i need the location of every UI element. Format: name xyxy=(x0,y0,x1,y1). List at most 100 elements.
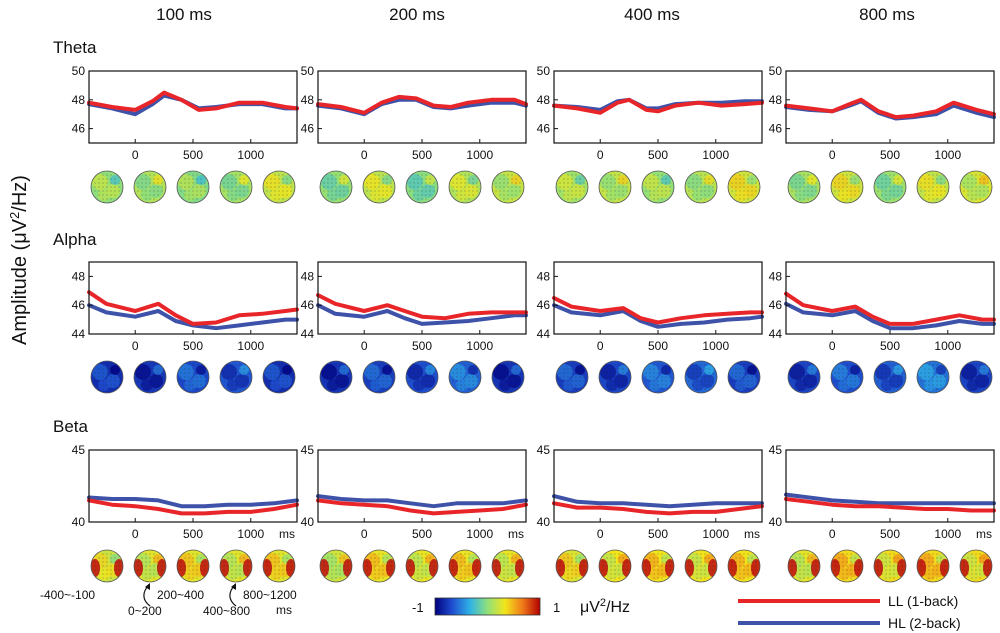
topomap-electrode xyxy=(893,388,895,390)
topomap-electrode xyxy=(347,190,349,192)
topomap-electrode xyxy=(114,372,116,374)
topomap-electrode xyxy=(335,186,337,188)
topomap-electrode xyxy=(382,565,384,567)
topomap-electrode xyxy=(286,178,288,180)
topomap-electrode xyxy=(464,190,466,192)
topomap-electrode xyxy=(885,182,887,184)
topomap-electrode xyxy=(928,561,930,563)
topomap-electrode xyxy=(335,190,337,192)
topomap-electrode xyxy=(390,182,392,184)
topomap-electrode xyxy=(661,565,663,567)
topomap xyxy=(727,170,761,204)
topomap-electrode xyxy=(739,569,741,571)
topomap-electrode xyxy=(708,376,710,378)
topomap-electrode xyxy=(94,569,96,571)
topomap-electrode xyxy=(184,182,186,184)
topomap-electrode xyxy=(278,384,280,386)
topomap-electrode xyxy=(98,182,100,184)
topomap-electrode xyxy=(106,561,108,563)
topomap-electrode xyxy=(468,174,470,176)
topomap-blob xyxy=(98,379,110,391)
topomap-electrode xyxy=(227,186,229,188)
topomap-electrode xyxy=(239,198,241,200)
topomap-electrode xyxy=(343,569,345,571)
topomap-electrode xyxy=(645,380,647,382)
topomap-blob xyxy=(918,174,934,190)
topomap-electrode xyxy=(417,577,419,579)
topomap-electrode xyxy=(928,557,930,559)
topomap-electrode xyxy=(94,380,96,382)
topomap-electrode xyxy=(704,376,706,378)
topomap-electrode xyxy=(743,557,745,559)
topomap-electrode xyxy=(795,565,797,567)
topomap-electrode xyxy=(452,561,454,563)
topomap-electrode xyxy=(649,557,651,559)
topomap-electrode xyxy=(700,182,702,184)
topomap-electrode xyxy=(665,368,667,370)
topomap-blob xyxy=(153,365,163,375)
topomap-electrode xyxy=(932,376,934,378)
topomap-electrode xyxy=(877,561,879,563)
topomap-blob xyxy=(92,174,108,190)
topomap-blob xyxy=(321,364,337,380)
topomap-electrode xyxy=(712,380,714,382)
topomap-electrode xyxy=(657,376,659,378)
topomap-electrode xyxy=(204,569,206,571)
topomap-electrode xyxy=(331,388,333,390)
topomap-electrode xyxy=(239,186,241,188)
topomap-electrode xyxy=(854,380,856,382)
topomap-electrode xyxy=(893,368,895,370)
topomap-electrode xyxy=(799,561,801,563)
topomap-electrode xyxy=(708,190,710,192)
topomap-electrode xyxy=(815,372,817,374)
topomap-electrode xyxy=(286,372,288,374)
topomap-electrode xyxy=(967,557,969,559)
topomap-electrode xyxy=(243,561,245,563)
topomap-electrode xyxy=(343,565,345,567)
topomap-electrode xyxy=(657,182,659,184)
topomap-electrode xyxy=(979,364,981,366)
topomap-electrode xyxy=(928,198,930,200)
topomap-electrode xyxy=(153,368,155,370)
topomap-electrode xyxy=(700,561,702,563)
topomap-electrode xyxy=(559,565,561,567)
topomap-electrode xyxy=(331,368,333,370)
topomap xyxy=(787,170,821,204)
topomap-blob xyxy=(98,189,110,201)
topomap-electrode xyxy=(460,561,462,563)
topomap-electrode xyxy=(153,372,155,374)
topomap-electrode xyxy=(661,174,663,176)
topomap-electrode xyxy=(286,380,288,382)
topomap-electrode xyxy=(227,384,229,386)
topomap-electrode xyxy=(274,565,276,567)
topomap-electrode xyxy=(649,565,651,567)
topomap-electrode xyxy=(653,384,655,386)
topomap-electrode xyxy=(282,190,284,192)
topomap-electrode xyxy=(239,557,241,559)
topomap-electrode xyxy=(897,190,899,192)
topomap-electrode xyxy=(180,376,182,378)
topomap-electrode xyxy=(735,190,737,192)
topomap xyxy=(448,170,482,204)
topomap-electrode xyxy=(665,186,667,188)
topomap-electrode xyxy=(235,186,237,188)
topomap-electrode xyxy=(893,174,895,176)
topomap-electrode xyxy=(382,561,384,563)
topomap-electrode xyxy=(515,182,517,184)
topomap-electrode xyxy=(626,565,628,567)
topomap-outline xyxy=(727,360,761,394)
topomap-electrode xyxy=(838,190,840,192)
topomap-blob xyxy=(692,568,704,580)
topomap-electrode xyxy=(366,190,368,192)
topomap-electrode xyxy=(893,384,895,386)
topomap-electrode xyxy=(98,573,100,575)
topomap-electrode xyxy=(932,553,934,555)
topomap-electrode xyxy=(235,384,237,386)
topomap-electrode xyxy=(579,573,581,575)
topomap xyxy=(448,360,482,394)
topomap-electrode xyxy=(807,174,809,176)
topomap-electrode xyxy=(575,174,577,176)
topomap-electrode xyxy=(274,577,276,579)
topomap-blob xyxy=(327,568,339,580)
topomap-blob xyxy=(92,364,108,380)
